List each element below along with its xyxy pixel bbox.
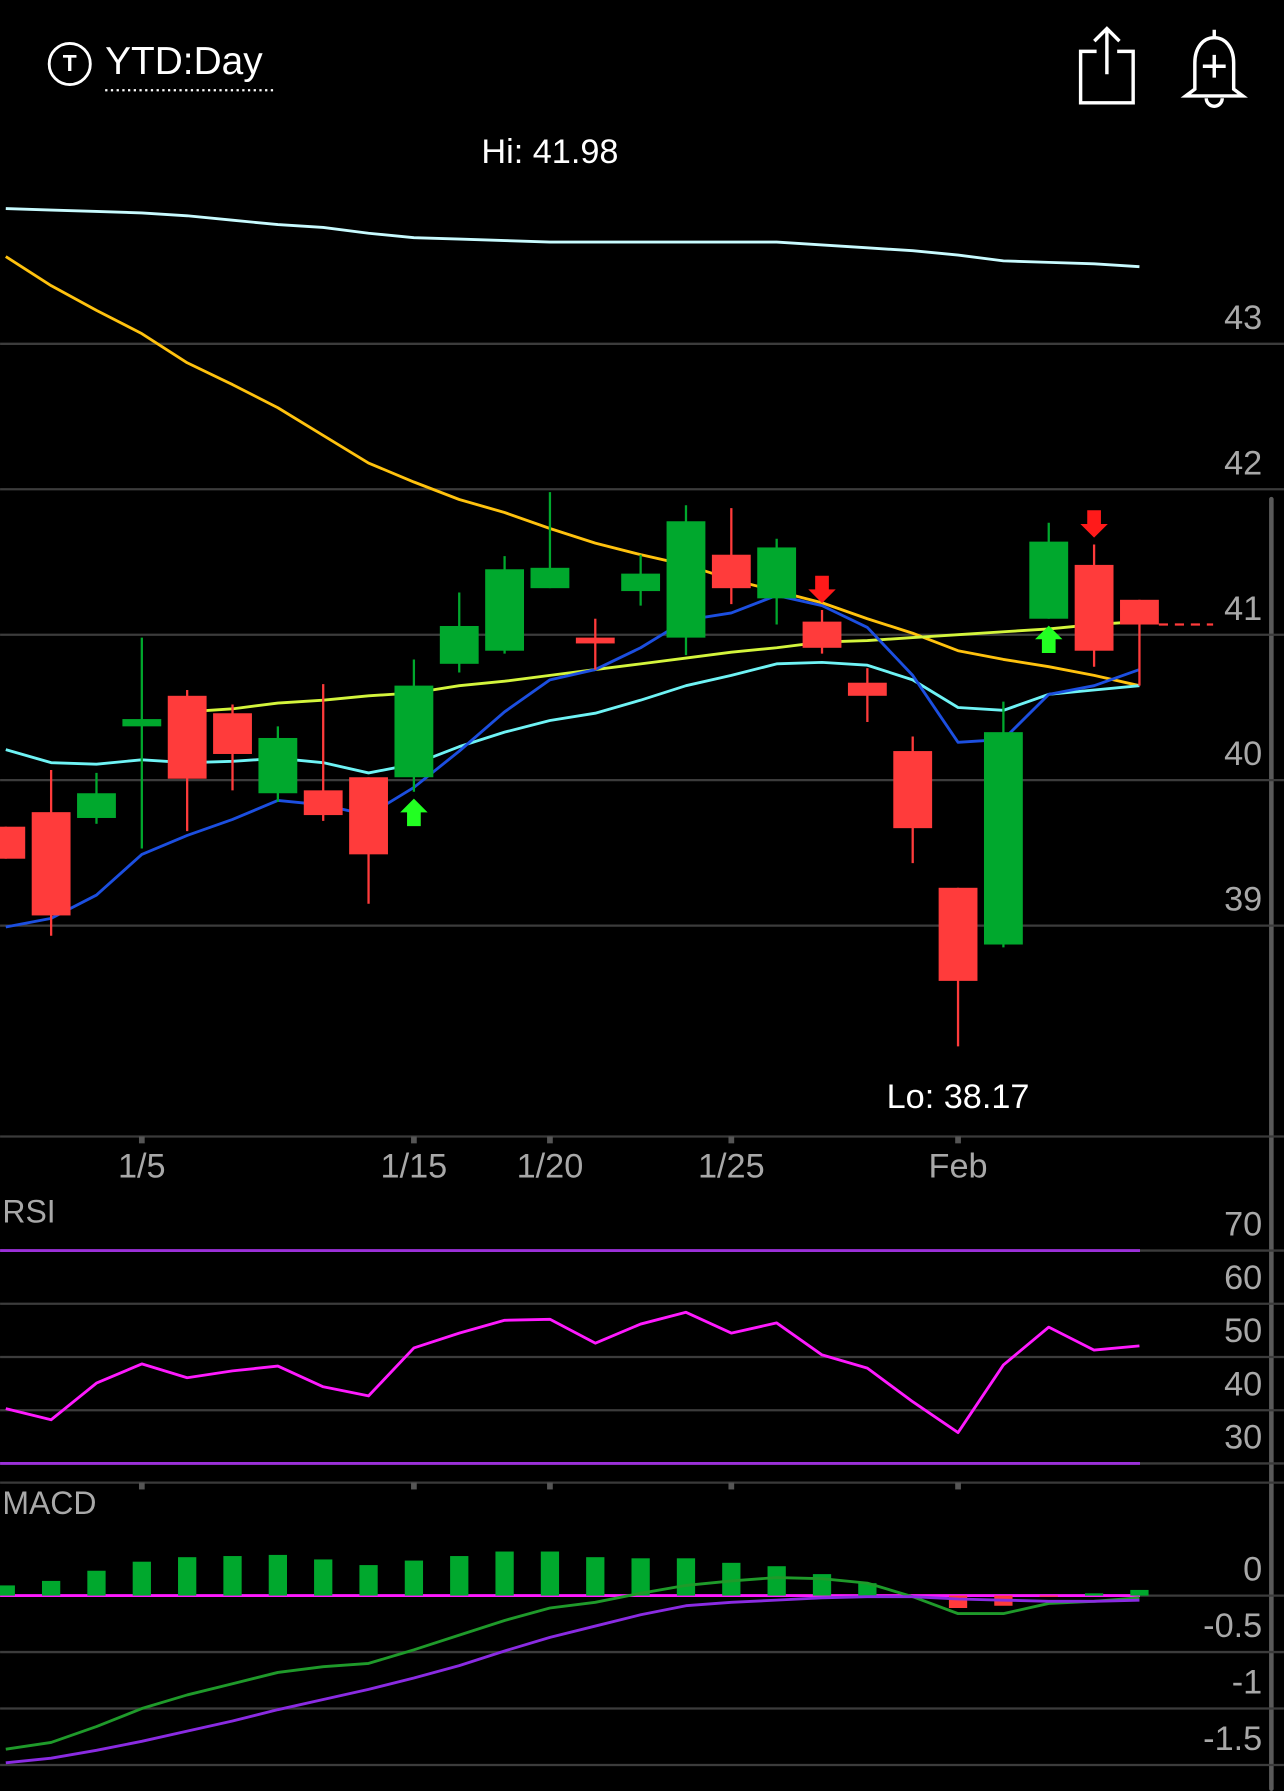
histogram-bar [268,1554,287,1596]
candle-body [983,732,1023,945]
y-tick-label: -1.5 [1203,1720,1262,1758]
candle-body [167,695,207,779]
candle-body [485,569,525,651]
candle-body [1074,564,1114,651]
y-tick-label: 60 [1224,1259,1262,1297]
histogram-bar [1130,1589,1149,1596]
x-tick-label: 1/20 [517,1148,584,1186]
x-tick-label: 1/25 [698,1148,765,1186]
histogram-bar [132,1561,151,1596]
bell [1180,29,1248,98]
candle-body [802,621,842,648]
histogram-bar [767,1566,786,1596]
x-tick-label: Feb [929,1148,988,1186]
y-tick-label: 30 [1224,1419,1262,1457]
range-icon [47,41,92,86]
histogram-bar [87,1570,106,1596]
histogram-bar [223,1556,242,1596]
candle-body [77,793,116,818]
y-tick-label: 70 [1224,1206,1262,1244]
share-box [1078,49,1135,105]
y-tick-label: 41 [1224,590,1262,628]
plot-layer: 39 40 41 42 43 Hi: 41.98 Lo: 38.17 1/5 1/15 1/20 1… [0,133,1284,1767]
indicator-line [5,207,1140,269]
candle-body [621,573,661,592]
histogram-bar [1084,1593,1104,1596]
histogram-bar [676,1558,696,1596]
indicator-line [187,620,1140,714]
buy-signal [400,798,428,827]
histogram-bar [631,1558,650,1596]
y-tick-label: 50 [1224,1312,1262,1350]
range-label: YTD:Day [105,40,263,83]
histogram-bar [359,1565,378,1596]
candle-body [847,682,887,696]
candle-body [439,625,479,664]
y-tick-label: 42 [1224,444,1262,482]
range-selector[interactable]: T YTD:Day [47,40,275,92]
indicator-line [5,594,1140,929]
indicator-line [5,1595,1140,1765]
histogram-bar [0,1585,15,1596]
share-button[interactable] [1078,26,1135,105]
candle-body [122,719,162,727]
high-annotation: Hi: 41.98 [481,133,618,171]
histogram-bar [722,1562,741,1596]
candle-body [938,887,978,981]
candle-body [0,826,26,859]
histogram-bar [314,1559,333,1596]
histogram-bar [178,1557,197,1596]
low-annotation: Lo: 38.17 [887,1078,1030,1116]
candle-body [258,737,298,794]
y-tick-label: 40 [1224,1365,1262,1403]
x-tick-label: 1/15 [381,1148,448,1186]
candle-body [31,812,71,916]
indicator-line [5,1576,1140,1751]
candle-body [530,567,570,589]
candle-body [394,685,434,778]
y-tick-label: -0.5 [1203,1607,1262,1645]
range-icon-letter: T [63,50,77,76]
candle-body [666,521,706,638]
candle-body [1029,541,1069,619]
bell-clapper [1204,98,1224,108]
candle-body [757,547,797,599]
histogram-bar [495,1551,514,1596]
scrollbar [1269,496,1274,1791]
y-tick-label: 40 [1224,735,1262,773]
bell-plus [1202,54,1226,78]
sell-signal [808,575,836,604]
histogram-bar [858,1583,877,1596]
histogram-bar [41,1580,61,1596]
indicator-line [5,255,1140,688]
histogram-bar [450,1556,469,1596]
indicator-line [5,1310,1140,1434]
candle-body [711,554,751,589]
panel-title: RSI [2,1194,55,1230]
alert-button[interactable] [1180,29,1248,108]
histogram-bar [540,1551,560,1596]
y-tick-label: 39 [1224,881,1262,919]
candle-body [349,777,388,855]
candle-body [303,790,343,816]
histogram-bar [586,1557,605,1596]
share-arrow [1093,26,1121,75]
histogram-bar [404,1560,424,1596]
y-tick-label: 43 [1224,299,1262,337]
panel-title: MACD [2,1485,96,1521]
candle-body [213,713,252,754]
y-tick-label: 0 [1243,1551,1262,1589]
candle-body [893,751,933,829]
candle-body [575,637,615,644]
x-tick-label: 1/5 [118,1148,166,1186]
candle-body [1120,599,1159,625]
y-tick-label: -1 [1232,1664,1262,1702]
histogram-bar [1039,1595,1058,1597]
